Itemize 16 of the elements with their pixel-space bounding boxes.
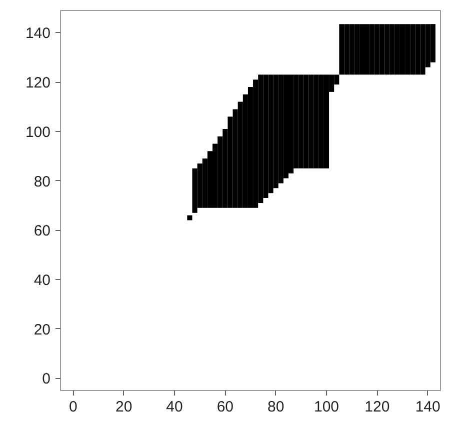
- y-tick-label: 0: [42, 370, 50, 388]
- y-tick-label: 40: [34, 272, 51, 289]
- x-tick-label: 20: [115, 398, 132, 416]
- y-tick-label: 120: [25, 74, 51, 92]
- x-tick-label: 100: [314, 398, 340, 416]
- x-tick-label: 80: [267, 398, 284, 416]
- y-tick-label: 80: [34, 173, 51, 190]
- x-tick-label: 40: [166, 398, 183, 416]
- y-tick-label: 100: [25, 124, 51, 141]
- x-tick-label: 60: [216, 398, 234, 416]
- y-tick-label: 20: [34, 321, 51, 338]
- y-tick-label: 60: [34, 222, 51, 240]
- x-tick-label: 140: [415, 398, 440, 416]
- x-tick-label: 120: [364, 398, 390, 416]
- x-tick-label: 0: [68, 398, 78, 416]
- y-tick-label: 140: [25, 25, 51, 42]
